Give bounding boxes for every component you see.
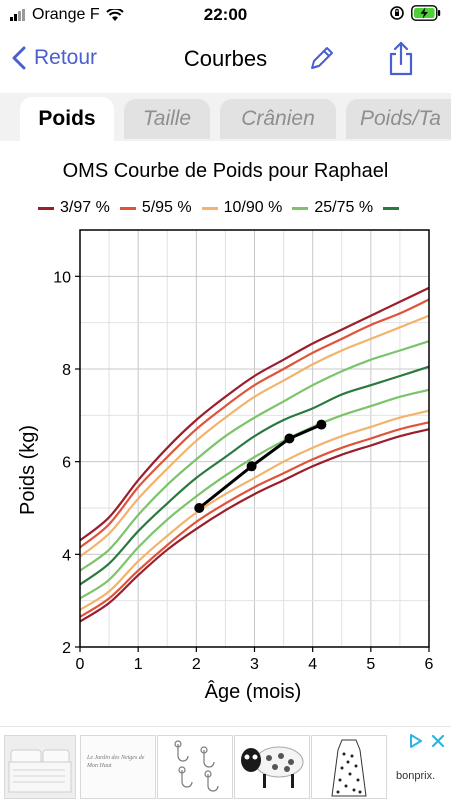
y-tick-label: 10 bbox=[53, 269, 71, 286]
x-tick-label: 3 bbox=[250, 656, 259, 673]
status-bar: Orange F 22:00 bbox=[0, 0, 451, 30]
legend-item-5-95: 5/95 % bbox=[119, 199, 192, 217]
navigation-bar: Retour Courbes bbox=[0, 38, 451, 82]
legend-item-median bbox=[383, 199, 405, 217]
legend-swatch bbox=[201, 206, 218, 210]
y-tick-label: 4 bbox=[62, 547, 71, 564]
ad-bedding[interactable] bbox=[4, 735, 76, 799]
child-weight-series bbox=[194, 419, 327, 513]
percentile-curve-7 bbox=[79, 421, 430, 618]
child-weight-point bbox=[284, 433, 295, 444]
legend-swatch bbox=[38, 206, 54, 210]
percentile-curve-6 bbox=[79, 409, 430, 611]
ad-wall-text-label: Le Jardin des Neiges de Mon Haut bbox=[87, 755, 145, 769]
percentile-curve-5 bbox=[79, 388, 430, 600]
ad-banner[interactable]: Le Jardin des Neiges de Mon Haut bbox=[0, 726, 451, 801]
share-button[interactable] bbox=[386, 40, 416, 83]
sheep-cushion-image bbox=[241, 746, 304, 788]
legend-label: 5/95 % bbox=[141, 199, 192, 216]
y-axis-label: Poids (kg) bbox=[17, 425, 39, 515]
tab-poids-taille[interactable]: Poids/Ta bbox=[346, 99, 451, 139]
dress-image bbox=[331, 739, 367, 797]
percentile-curve-4 bbox=[79, 365, 430, 586]
child-weight-line bbox=[198, 423, 322, 510]
carrier-label: Orange F bbox=[32, 6, 100, 23]
child-weight-point bbox=[316, 419, 327, 430]
battery-charging-icon bbox=[411, 5, 441, 21]
child-weight-point bbox=[246, 461, 257, 472]
ad-sheep-cushion[interactable] bbox=[234, 735, 310, 799]
legend-item-25-75: 25/75 % bbox=[292, 199, 373, 217]
advertiser-brand: bonprix. bbox=[396, 770, 436, 782]
y-tick-label: 8 bbox=[62, 362, 71, 379]
legend-label: 3/97 % bbox=[60, 199, 110, 216]
y-tick-label: 6 bbox=[62, 455, 71, 472]
chart-tabs: Poids Taille Crânien Poids/Ta bbox=[0, 93, 451, 141]
legend-swatch bbox=[292, 206, 309, 210]
chart-grid bbox=[79, 229, 430, 648]
x-tick-label: 5 bbox=[366, 656, 375, 673]
x-axis-label: Âge (mois) bbox=[205, 680, 302, 703]
legend-item-10-90: 10/90 % bbox=[201, 199, 283, 217]
x-tick-label: 1 bbox=[134, 656, 143, 673]
signal-icon bbox=[10, 9, 25, 21]
legend-swatch bbox=[383, 206, 400, 210]
status-time: 22:00 bbox=[203, 5, 248, 24]
share-icon bbox=[389, 41, 413, 76]
percentile-curve-8 bbox=[79, 428, 430, 623]
page-title: Courbes bbox=[183, 46, 268, 71]
tab-cranien[interactable]: Crânien bbox=[220, 99, 336, 139]
orientation-lock-icon bbox=[390, 6, 404, 20]
ad-wall-text[interactable]: Le Jardin des Neiges de Mon Haut bbox=[80, 735, 156, 799]
tab-taille[interactable]: Taille bbox=[124, 99, 210, 139]
chart-legend: 3/97 % 5/95 % 10/90 % 25/75 % bbox=[38, 199, 405, 217]
wifi-icon bbox=[105, 8, 124, 21]
weight-chart: 0 1 2 3 4 5 6 2 4 6 8 10 Âge (mois) Poids (kg) bbox=[17, 229, 434, 703]
child-weight-point bbox=[194, 503, 205, 513]
edit-button[interactable] bbox=[306, 44, 336, 79]
percentile-curve-2 bbox=[79, 314, 430, 558]
ad-dress[interactable] bbox=[311, 735, 387, 799]
ad-choices-button[interactable] bbox=[409, 733, 447, 754]
x-tick-label: 4 bbox=[308, 656, 317, 673]
x-tick-label: 0 bbox=[76, 656, 85, 673]
ad-choices-icon bbox=[410, 734, 445, 748]
legend-swatch bbox=[119, 206, 136, 210]
percentile-curve-1 bbox=[79, 298, 430, 549]
percentile-curve-3 bbox=[79, 340, 430, 572]
y-tick-label: 2 bbox=[62, 640, 71, 657]
back-label: Retour bbox=[34, 46, 98, 69]
hooks-image bbox=[174, 740, 219, 792]
status-right bbox=[389, 5, 441, 21]
ad-hooks[interactable] bbox=[157, 735, 233, 799]
pencil-icon bbox=[311, 47, 333, 69]
bedding-image bbox=[5, 736, 75, 798]
status-left: Orange F bbox=[10, 6, 124, 24]
legend-item-3-97: 3/97 % bbox=[38, 199, 110, 217]
chart-title: OMS Courbe de Poids pour Raphael bbox=[62, 160, 389, 182]
chart-axes: 0 1 2 3 4 5 6 2 4 6 8 10 bbox=[53, 229, 434, 673]
x-tick-label: 6 bbox=[425, 656, 434, 673]
percentile-curves bbox=[79, 286, 430, 623]
percentile-curve-0 bbox=[79, 286, 430, 542]
x-tick-label: 2 bbox=[192, 656, 201, 673]
legend-label: 25/75 % bbox=[314, 199, 374, 216]
tab-poids[interactable]: Poids bbox=[20, 97, 114, 141]
legend-label: 10/90 % bbox=[223, 199, 283, 216]
back-button[interactable]: Retour bbox=[12, 46, 97, 70]
chevron-left-icon bbox=[12, 46, 26, 70]
